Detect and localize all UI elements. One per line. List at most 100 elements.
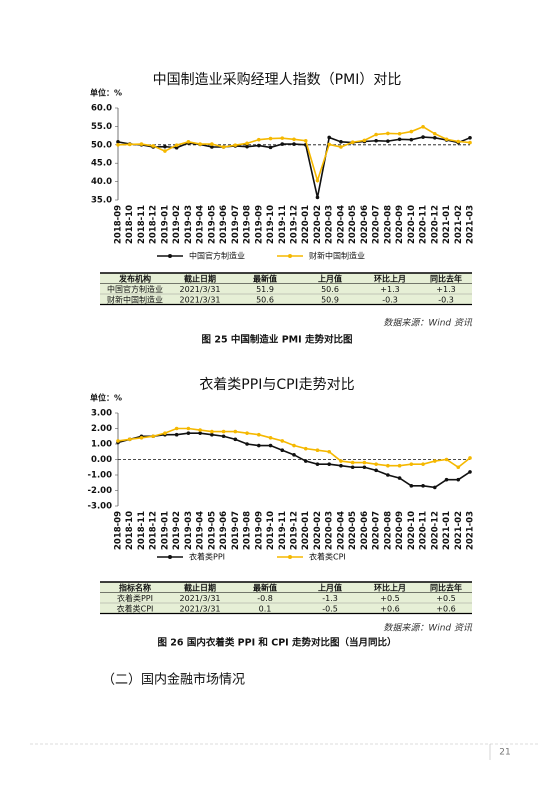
x-tick-label: 2019-05	[207, 205, 217, 244]
data-point	[444, 477, 449, 482]
x-tick-label: 2019-06	[219, 511, 229, 550]
data-point	[245, 144, 249, 149]
data-point	[268, 145, 273, 150]
data-point	[303, 459, 308, 463]
table-cell: -0.5	[322, 604, 338, 613]
x-tick-label: 2020-12	[430, 511, 440, 550]
table-cell: +0.5	[380, 594, 399, 603]
table-header: 最新值	[253, 273, 277, 283]
data-point	[315, 178, 320, 183]
data-point	[280, 142, 285, 146]
x-tick-label: 2018-11	[137, 511, 147, 550]
x-tick-label: 2020-02	[313, 511, 323, 550]
data-point	[444, 137, 449, 142]
data-point	[315, 195, 320, 200]
table-cell: 衣着类CPI	[117, 603, 154, 613]
table-header: 发布机构	[118, 273, 151, 283]
data-point	[257, 137, 261, 142]
x-tick-label: 2018-10	[125, 205, 135, 244]
data-point	[468, 470, 472, 474]
data-point	[421, 124, 425, 129]
x-tick-label: 2020-10	[407, 511, 417, 550]
x-tick-label: 2019-09	[254, 511, 264, 550]
data-point	[174, 145, 179, 150]
x-tick-label: 2020-09	[395, 511, 405, 550]
table-cell: 50.6	[321, 285, 339, 294]
x-tick-label: 2019-04	[196, 205, 206, 244]
figure-caption: 图 25 中国制造业 PMI 走势对比图	[202, 334, 353, 346]
y-tick-label: 2.00	[91, 424, 112, 434]
x-tick-label: 2020-02	[313, 205, 323, 244]
data-point	[163, 144, 167, 149]
data-point	[456, 139, 461, 144]
x-tick-label: 2020-04	[336, 511, 346, 550]
data-point	[409, 137, 414, 142]
data-point	[280, 439, 285, 443]
y-tick-label: 60.0	[91, 104, 112, 114]
series-line	[117, 136, 471, 198]
x-tick-label: 2020-01	[301, 205, 311, 244]
data-point	[374, 132, 378, 137]
x-tick-label: 2018-12	[149, 511, 159, 550]
x-tick-label: 2020-08	[383, 205, 393, 244]
data-point	[233, 437, 238, 442]
data-point	[163, 431, 167, 435]
table-header: 上月值	[318, 582, 342, 592]
data-point	[397, 137, 402, 142]
x-tick-label: 2020-05	[348, 205, 358, 244]
data-point	[245, 431, 249, 435]
data-point	[151, 434, 155, 439]
x-tick-label: 2019-01	[160, 205, 170, 244]
y-tick-label: 3.00	[91, 409, 112, 419]
data-point	[468, 140, 472, 145]
table-cell: 50.9	[321, 295, 339, 304]
legend-label: 衣着类PPI	[189, 552, 225, 562]
x-tick-label: 2020-06	[360, 511, 370, 550]
data-point	[245, 442, 249, 446]
data-point	[350, 465, 355, 470]
data-point	[151, 144, 155, 148]
data-point	[327, 135, 332, 140]
x-tick-label: 2020-07	[372, 511, 382, 550]
y-tick-label: 35.0	[91, 196, 112, 206]
data-point	[456, 465, 461, 470]
table-header: 同比去年	[430, 582, 462, 592]
x-tick-label: 2020-10	[407, 205, 417, 244]
table-cell: -0.3	[382, 295, 398, 304]
data-point	[268, 436, 273, 440]
data-point	[433, 459, 437, 463]
x-tick-label: 2019-04	[196, 511, 206, 550]
data-point	[292, 443, 296, 448]
x-tick-label: 2018-09	[114, 511, 124, 550]
x-tick-label: 2019-05	[207, 511, 217, 550]
data-point	[292, 137, 296, 142]
x-tick-label: 2020-05	[348, 511, 358, 550]
data-point	[268, 443, 273, 448]
data-point	[468, 456, 472, 460]
data-point	[198, 428, 202, 432]
data-point	[292, 453, 296, 457]
table-cell: +1.3	[436, 285, 455, 294]
data-point	[210, 432, 214, 437]
x-tick-label: 2019-01	[160, 511, 170, 550]
data-point	[350, 140, 355, 145]
x-tick-label: 2021-03	[466, 205, 476, 244]
data-point	[174, 426, 179, 431]
data-point	[245, 141, 249, 146]
table-cell: -0.8	[257, 594, 273, 603]
x-tick-label: 2020-03	[325, 511, 335, 550]
data-point	[374, 138, 378, 143]
page-number: 21	[499, 748, 510, 758]
figure-caption: 图 26 国内衣着类 PPI 和 CPI 走势对比图（当月同比）	[158, 637, 397, 649]
x-tick-label: 2021-01	[442, 511, 452, 550]
y-tick-label: -1.00	[88, 471, 113, 481]
x-tick-label: 2019-02	[172, 511, 182, 550]
table-header: 截止日期	[184, 582, 216, 592]
data-point	[456, 477, 461, 482]
data-point	[397, 476, 402, 480]
x-tick-label: 2020-03	[325, 205, 335, 244]
y-axis-label: 单位：%	[90, 88, 122, 98]
data-point	[186, 431, 191, 435]
data-point	[280, 136, 285, 140]
